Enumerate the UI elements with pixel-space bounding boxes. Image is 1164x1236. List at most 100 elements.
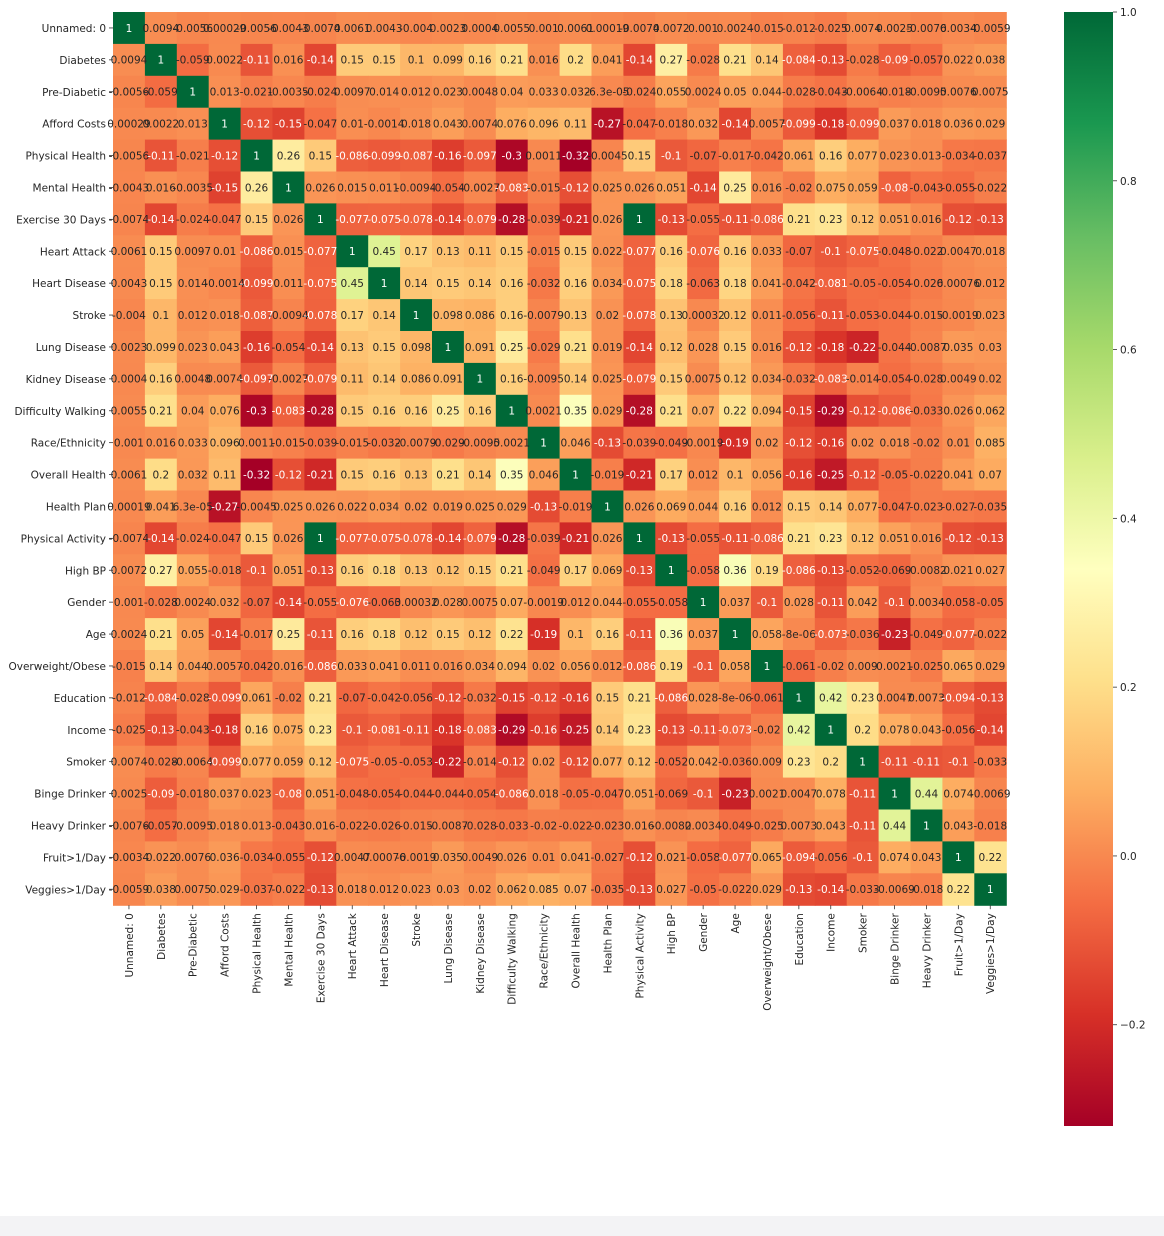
heatmap-cell [336,554,369,587]
heatmap-cell [591,650,624,683]
heatmap-cell [591,107,624,141]
heatmap-cell [463,267,497,300]
cell-annotation: 0.016 [433,661,463,673]
heatmap-cell [272,362,305,396]
heatmap-cell [559,362,593,396]
cell-annotation: 0.04 [500,87,524,99]
heatmap-cell [432,554,465,587]
cell-annotation: 0.02 [755,437,778,449]
heatmap-cell [272,841,305,874]
cell-annotation: 0.058 [752,629,782,641]
cell-annotation: 6.3e-05 [173,501,213,513]
heatmap-cell [527,873,561,906]
cell-annotation: -0.14 [626,55,653,67]
heatmap-cell [176,618,210,651]
heatmap-cell [719,618,752,651]
cell-annotation: 0.013 [178,118,208,130]
heatmap-cell [240,490,274,523]
cell-annotation: 1 [668,565,675,577]
heatmap-cell [400,171,433,204]
cell-annotation: 0.013 [210,87,240,99]
heatmap-cell [527,841,561,874]
cell-annotation: -0.047 [208,214,242,226]
cell-annotation: -0.12 [211,150,238,162]
cell-annotation: 0.026 [592,533,622,545]
heatmap-cell [368,235,401,268]
heatmap-cell [400,107,433,141]
heatmap-cell [591,681,624,715]
cell-annotation: 0.018 [210,820,240,832]
heatmap-cell [432,458,465,492]
heatmap-cell [878,490,912,523]
heatmap-cell [432,331,465,364]
x-tick-label: Difficulty Walking [507,913,519,1005]
heatmap-cell [176,12,210,45]
heatmap-cell [687,713,720,747]
cell-annotation: 0.01 [532,852,555,864]
heatmap-cell [527,618,561,651]
heatmap-cell [655,841,688,874]
heatmap-cell [655,809,688,842]
heatmap-cell [623,43,656,77]
cell-annotation: 0.0034 [908,597,945,609]
heatmap-cell [113,12,146,45]
heatmap-cell [974,681,1007,715]
cell-annotation: 0.018 [210,310,240,322]
cell-annotation: 0.033 [178,437,208,449]
heatmap-cell [527,362,561,396]
heatmap-cell [272,12,305,45]
heatmap-cell [974,809,1007,842]
cell-annotation: 0.035 [943,342,973,354]
heatmap-cell [591,777,624,811]
cell-annotation: -0.0043 [268,23,309,35]
heatmap-cell [878,458,912,492]
heatmap-cell [559,713,593,747]
cell-annotation: 0.076 [210,406,240,418]
cell-annotation: 1 [349,246,356,258]
heatmap-cell [463,554,497,587]
cell-annotation: 0.16 [149,374,173,386]
cell-annotation: 0.1 [567,629,584,641]
cell-annotation: 0.026 [305,501,335,513]
heatmap-cell [113,75,146,109]
cell-annotation: -0.0056 [172,23,213,35]
cell-annotation: -0.029 [431,437,465,449]
cell-annotation: -0.015 [527,182,561,194]
heatmap-cell [304,745,337,779]
cell-annotation: -0.11 [849,788,876,800]
heatmap-cell [495,586,529,619]
heatmap-cell [782,43,816,77]
heatmap-cell [942,681,975,715]
cell-annotation: -0.12 [434,693,461,705]
cell-annotation: -0.11 [626,629,653,641]
cell-annotation: 0.13 [404,565,427,577]
heatmap-cell [942,650,975,683]
cell-annotation: -0.099 [208,693,242,705]
heatmap-cell [782,331,816,364]
heatmap-cell [751,331,784,364]
cell-annotation: 0.12 [660,342,683,354]
cell-annotation: -0.032 [782,374,816,386]
cell-annotation: 0.069 [592,565,622,577]
cell-annotation: 0.0049 [461,852,498,864]
heatmap-cell [751,107,784,141]
x-tick-label: Heart Attack [347,912,359,979]
heatmap-cell [974,75,1007,109]
cell-annotation: -0.14 [307,55,334,67]
cell-annotation: -0.078 [622,310,656,322]
cell-annotation: -0.017 [240,629,274,641]
cell-annotation: 1 [764,661,771,673]
cell-annotation: 0.0047 [940,246,977,258]
heatmap-cell [368,171,401,204]
cell-annotation: 0.059 [848,182,878,194]
heatmap-cell [463,809,497,842]
heatmap-cell [591,809,624,842]
cell-annotation: 0.032 [688,118,718,130]
heatmap-cell [942,490,975,523]
heatmap-cell [495,203,529,236]
heatmap-cell [304,458,337,492]
heatmap-cell [432,522,465,555]
heatmap-cell [878,394,912,428]
cell-annotation: -0.0034 [109,852,150,864]
cell-annotation: 0.18 [372,565,395,577]
